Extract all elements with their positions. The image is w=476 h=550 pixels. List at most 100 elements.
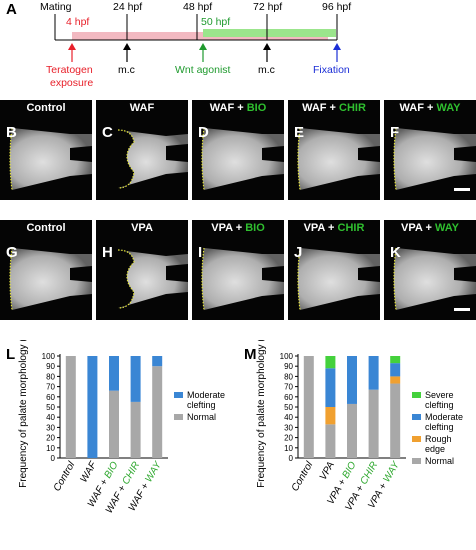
panel-letter-j: J [294, 244, 303, 261]
x-tick-label: VPA [318, 460, 337, 482]
y-tick-label: 50 [284, 403, 293, 412]
image-panel-b: Control B [0, 100, 92, 200]
image-panel-title: VPA [96, 222, 188, 234]
legend-label: Rough edge [425, 434, 452, 454]
y-tick-label: 90 [46, 362, 55, 371]
bar-segment-normal [152, 366, 163, 458]
panel-letter-i: I [198, 244, 203, 261]
bar-segment-rough-edge [325, 407, 336, 425]
title-agonist: WAY [436, 102, 461, 114]
panel-letter-e: E [294, 124, 305, 141]
arrow-mc1 [123, 43, 131, 62]
label-4hpf: 4 hpf [66, 16, 90, 28]
panel-letter-k: K [390, 244, 401, 261]
label-24hpf: 24 hpf [113, 1, 143, 13]
legend-label: Severe clefting [425, 390, 454, 410]
image-panel-title: Control [0, 222, 92, 234]
y-tick-label: 60 [46, 393, 55, 402]
label-exposure: exposure [50, 77, 94, 89]
y-tick-label: 0 [51, 454, 56, 463]
image-panel-g: Control G [0, 220, 92, 320]
image-panel-h: VPA H [96, 220, 188, 320]
image-panel-title: VPA + CHIR [288, 222, 380, 234]
panel-letter-h: H [102, 244, 113, 261]
image-panel-e: WAF + CHIR E [288, 100, 380, 200]
legend-swatch [174, 414, 183, 420]
palate-micrograph [201, 127, 284, 191]
label-wnt-agonist: Wnt agonist [175, 64, 231, 76]
legend-label: Moderate clefting [425, 412, 464, 432]
teratogen-exposure-bar [72, 32, 328, 40]
legend-swatch [412, 392, 421, 398]
image-panel-k: VPA + WAY K [384, 220, 476, 320]
bar-segment-moderate-clefting [368, 356, 379, 390]
x-tick-label: WAF [78, 459, 99, 484]
panel-letter-a: A [6, 1, 17, 18]
bar-segment-moderate-clefting [325, 368, 336, 407]
label-48hpf: 48 hpf [183, 1, 213, 13]
title-agonist: WAY [434, 222, 459, 234]
y-tick-label: 10 [284, 444, 293, 453]
label-fixation: Fixation [313, 64, 350, 76]
label-mc-1: m.c [118, 64, 135, 76]
image-panel-c: WAF C [96, 100, 188, 200]
y-axis-label: Frequency of palate morphology (%) [18, 340, 29, 488]
image-panel-title: VPA + BIO [192, 222, 284, 234]
y-axis-label: Frequency of palate morphology (%) [256, 340, 267, 488]
panel-letter-m: M [244, 346, 257, 363]
timeline-ticks [54, 14, 338, 40]
y-tick-label: 70 [46, 383, 55, 392]
bar-segment-severe-clefting [390, 356, 401, 364]
y-tick-label: 100 [42, 352, 56, 361]
bar-segment-normal [303, 356, 314, 458]
palate-micrograph [297, 127, 380, 191]
legend-label: Normal [187, 412, 217, 422]
title-treatment: WAF [129, 102, 155, 114]
palate-micrograph [9, 127, 92, 191]
title-treatment: Control [26, 102, 66, 114]
panel-letter-l: L [6, 346, 16, 363]
label-mating: Mating [40, 1, 72, 13]
bar-segment-normal [368, 389, 379, 458]
legend-label-line2: clefting [187, 400, 216, 410]
y-tick-label: 50 [46, 403, 55, 412]
image-panel-i: VPA + BIO I [192, 220, 284, 320]
image-panel-title: WAF + BIO [192, 102, 284, 114]
legend-swatch [412, 458, 421, 464]
title-treatment: WAF + [399, 102, 437, 114]
y-tick-label: 80 [46, 372, 55, 381]
bar-segment-normal [65, 356, 76, 458]
bar-segment-normal [109, 390, 119, 458]
label-mc-2: m.c [258, 64, 275, 76]
bar-segment-moderate-clefting [130, 356, 141, 402]
palate-micrograph [393, 247, 476, 311]
image-panel-title: VPA + WAY [384, 222, 476, 234]
arrow-teratogen [68, 43, 76, 62]
scale-bar [454, 308, 470, 311]
timeline-diagram [54, 14, 341, 62]
palate-micrograph [117, 249, 188, 309]
legend-swatch [412, 436, 421, 442]
bar-segment-normal [130, 401, 141, 458]
legend-swatch [174, 392, 183, 398]
panel-letter-g: G [6, 244, 18, 261]
y-tick-label: 90 [284, 362, 293, 371]
title-treatment: WAF + [302, 102, 340, 114]
y-tick-label: 40 [284, 413, 293, 422]
title-treatment: WAF + [209, 102, 247, 114]
panel-letter-c: C [102, 124, 113, 141]
bar-segment-rough-edge [390, 376, 401, 384]
bar-segment-normal [325, 424, 336, 458]
y-tick-label: 70 [284, 383, 293, 392]
y-tick-label: 80 [284, 372, 293, 381]
y-tick-label: 40 [46, 413, 55, 422]
panel-letter-b: B [6, 124, 17, 141]
y-tick-label: 20 [284, 434, 293, 443]
title-agonist: BIO [245, 222, 265, 234]
title-treatment: VPA + [303, 222, 338, 234]
panel-letter-d: D [198, 124, 209, 141]
arrow-mc2 [263, 43, 271, 62]
label-72hpf: 72 hpf [253, 1, 283, 13]
label-teratogen: Teratogen [46, 64, 93, 76]
